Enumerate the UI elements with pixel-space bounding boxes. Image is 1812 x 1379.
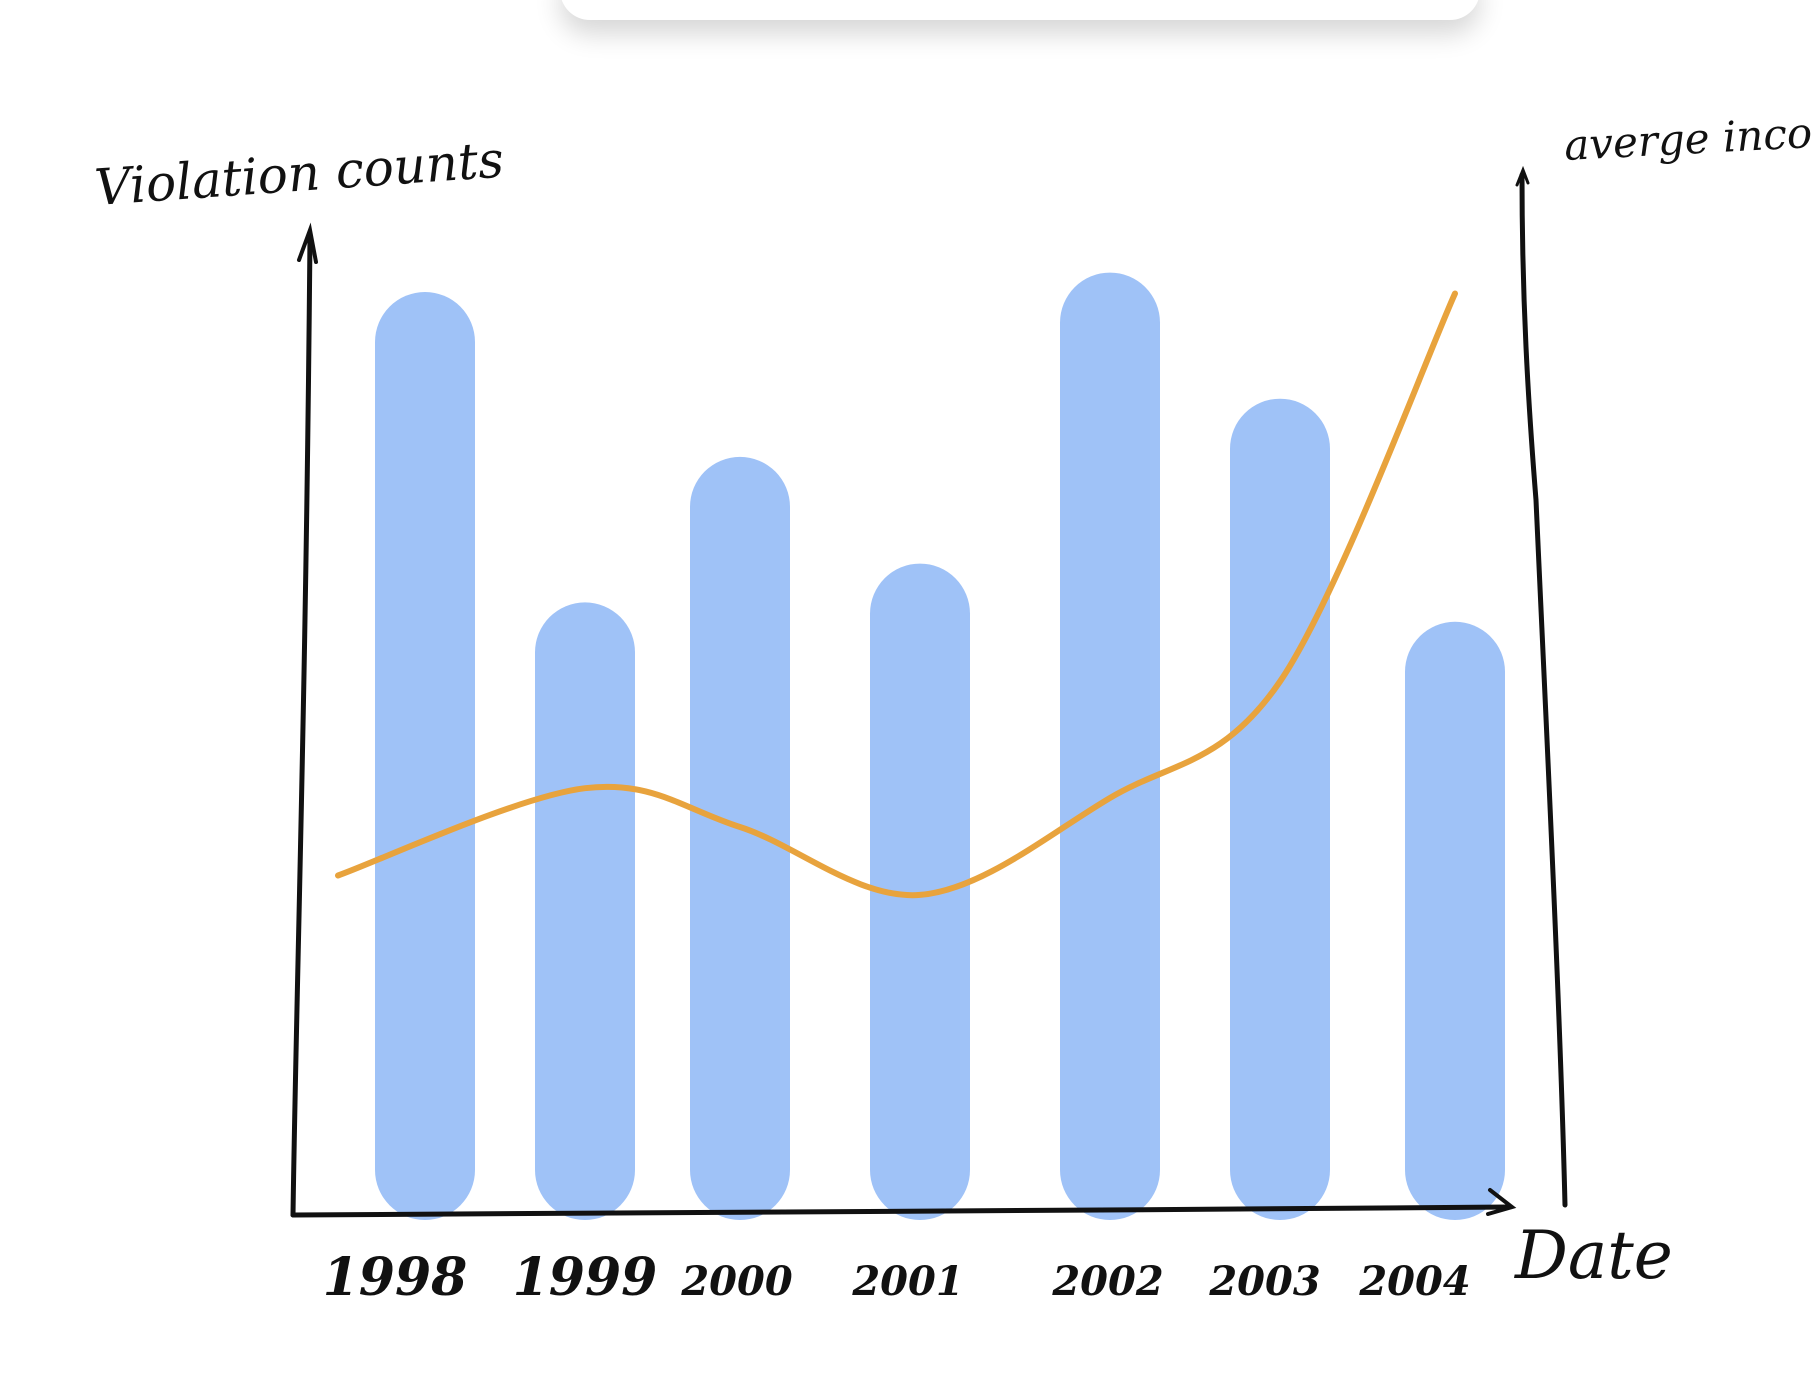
x-axis-title: Date: [1514, 1217, 1673, 1294]
top-shadow: [560, 0, 1480, 20]
ticks-layer: 1998 1999 2000 2001 2002 2003 2004: [323, 1247, 1471, 1308]
left-y-axis: [290, 232, 313, 1218]
bars-layer: [375, 272, 1505, 1221]
bar-2004: [1405, 621, 1505, 1220]
x-tick-label-2004: 2004: [1358, 1258, 1470, 1305]
bar-1998: [375, 292, 475, 1220]
x-tick-label-2000: 2000: [680, 1258, 792, 1305]
x-axis-arrowhead: [1486, 1188, 1517, 1216]
income-line: [335, 290, 1458, 899]
x-axis: [290, 1204, 1513, 1218]
bar-2000: [690, 456, 790, 1220]
right-y-axis: [1519, 172, 1568, 1208]
x-tick-label-1999: 1999: [513, 1247, 658, 1308]
right-y-axis-arrowhead: [1515, 165, 1530, 187]
x-tick-label-2002: 2002: [1051, 1258, 1163, 1305]
x-tick-label-2001: 2001: [851, 1258, 963, 1305]
y-axis-title: Violation counts: [93, 131, 506, 217]
x-tick-label-1998: 1998: [323, 1247, 468, 1308]
bar-2001: [870, 563, 970, 1220]
bar-2003: [1230, 398, 1330, 1220]
left-y-axis-arrowhead: [297, 222, 318, 264]
bar-2002: [1060, 272, 1160, 1221]
line-layer: [335, 290, 1458, 899]
x-tick-label-2003: 2003: [1208, 1258, 1320, 1305]
bar-1999: [535, 602, 635, 1220]
y2-axis-title: averge income: [1563, 105, 1812, 170]
